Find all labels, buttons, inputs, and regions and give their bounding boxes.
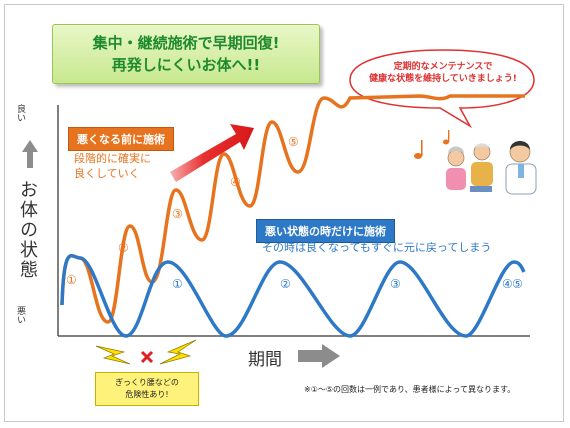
title-line-1: 集中・継続施術で早期回復! — [92, 34, 280, 52]
speech-bubble — [349, 49, 535, 129]
speech-bubble-text: 定期的なメンテナンスで 健康な状態を維持していきましょう! — [368, 61, 518, 85]
orange-marker-2: ② — [118, 241, 129, 255]
y-axis-top-label: 良い — [15, 104, 25, 122]
warning-line-1: ぎっくり腰などの — [115, 378, 179, 387]
orange-marker-5: ⑤ — [288, 135, 299, 149]
blue-series-tag: 悪い状態の時だけに施術 — [256, 219, 395, 243]
orange-marker-4: ④ — [230, 175, 241, 189]
doctor-illustration — [505, 141, 537, 195]
right-arrow-icon — [298, 344, 340, 368]
bubble-line-1: 定期的なメンテナンスで — [393, 62, 493, 72]
orange-desc-line-1: 段階的に確実に — [74, 152, 151, 165]
blue-marker-4: ④ — [502, 277, 513, 291]
diagram-frame — [4, 4, 564, 422]
blue-series-line — [60, 254, 526, 338]
orange-series-tag: 悪くなる前に施術 — [68, 127, 174, 151]
blue-marker-3: ③ — [390, 277, 401, 291]
lightning-icon — [95, 339, 197, 365]
orange-series-line — [60, 94, 525, 324]
footnote: ※①～⑤の回数は一例であり、患者様によって異なります。 — [304, 385, 516, 394]
warning-box: ぎっくり腰などの 危険性あり! — [95, 372, 199, 406]
title-line-2: 再発しにくいお体へ!! — [111, 56, 261, 74]
orange-marker-3: ③ — [172, 207, 183, 221]
orange-series-description: 段階的に確実に 良くしていく — [74, 151, 151, 181]
blue-markers: ① ② ③ ④ ⑤ — [172, 277, 523, 291]
x-axis-title: 期間 — [248, 350, 282, 370]
y-axis-title: お体の状態 — [17, 180, 38, 280]
up-arrow-icon — [22, 140, 38, 168]
elderly-couple-illustration — [446, 143, 493, 192]
orange-markers: ① ② ③ ④ ⑤ — [66, 135, 299, 287]
music-note-icon — [414, 130, 450, 159]
blue-marker-5: ⑤ — [512, 277, 523, 291]
red-trend-arrow — [170, 124, 254, 182]
orange-desc-line-2: 良くしていく — [74, 167, 140, 180]
blue-series-description: その時は良くなってもすぐに元に戻ってしまう — [262, 241, 492, 254]
title-banner: 集中・継続施術で早期回復! 再発しにくいお体へ!! — [52, 24, 320, 84]
blue-marker-2: ② — [280, 277, 291, 291]
y-axis-bottom-label: 悪い — [15, 306, 25, 324]
orange-marker-1: ① — [66, 273, 77, 287]
bubble-line-2: 健康な状態を維持していきましょう! — [369, 74, 517, 84]
x-mark-icon — [140, 350, 154, 364]
warning-line-2: 危険性あり! — [125, 390, 169, 399]
blue-marker-1: ① — [172, 277, 183, 291]
